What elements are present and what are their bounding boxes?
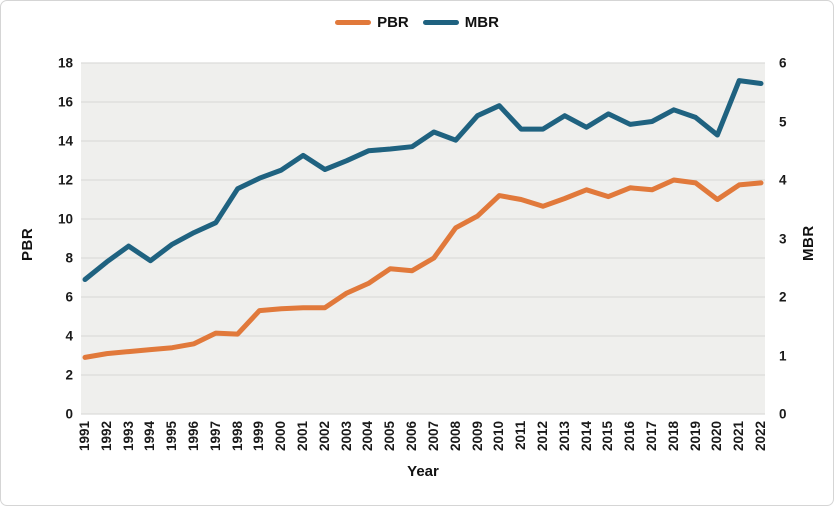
x-axis-tick: 2021 — [731, 421, 747, 452]
left-axis-tick: 12 — [57, 172, 73, 188]
x-axis-tick: 2018 — [665, 421, 681, 452]
pbr-line-swatch-icon — [335, 20, 372, 25]
x-axis-tick: 2003 — [338, 421, 354, 452]
left-axis-tick: 4 — [65, 328, 73, 344]
x-axis-tick: 2015 — [600, 421, 616, 452]
right-axis-tick: 0 — [779, 406, 787, 422]
legend-item-mbr[interactable]: MBR — [422, 14, 499, 31]
x-axis-tick: 1998 — [229, 421, 245, 452]
x-axis-tick: 1994 — [142, 421, 158, 452]
left-axis-tick: 6 — [65, 289, 73, 305]
left-axis-tick: 16 — [57, 94, 73, 110]
x-axis-tick: 2022 — [753, 421, 768, 452]
left-axis-tick: 10 — [57, 211, 73, 227]
x-axis-tick: 2019 — [687, 421, 703, 452]
legend: PBR MBR — [1, 14, 833, 31]
x-axis-tick: 1992 — [98, 421, 114, 452]
x-axis-tick: 2020 — [709, 421, 725, 452]
x-axis-tick: 2008 — [447, 421, 463, 452]
legend-item-pbr[interactable]: PBR — [335, 14, 409, 31]
right-axis-tick: 6 — [779, 55, 787, 71]
x-axis-tick: 2010 — [491, 421, 507, 452]
right-axis-tick: 5 — [779, 114, 787, 129]
x-axis-tick: 1991 — [77, 421, 92, 452]
x-axis-title: Year — [407, 463, 439, 480]
right-axis-title: MBR — [800, 224, 817, 261]
x-axis-tick: 1993 — [120, 421, 136, 452]
left-axis-tick: 8 — [65, 250, 73, 266]
x-axis-tick: 1999 — [251, 421, 267, 452]
x-axis-tick: 2012 — [534, 421, 550, 452]
x-axis-tick: 2011 — [513, 421, 529, 451]
mbr-line-swatch-icon — [422, 20, 459, 25]
right-axis-tick: 1 — [779, 348, 787, 363]
left-axis-tick: 2 — [65, 367, 73, 383]
right-axis-tick: 3 — [779, 231, 787, 246]
series-line-pbr[interactable] — [82, 177, 764, 360]
x-axis-tick: 2000 — [273, 421, 289, 452]
left-axis-title: PBR — [19, 227, 36, 261]
x-axis-tick: 1996 — [186, 421, 202, 452]
right-axis-tick: 4 — [779, 172, 787, 188]
x-axis-tick: 1995 — [164, 421, 180, 452]
x-axis-tick: 2016 — [622, 421, 638, 452]
x-axis-tick: 2004 — [360, 421, 376, 452]
x-axis-tick: 2013 — [556, 421, 572, 452]
x-axis-tick: 2014 — [578, 421, 594, 452]
x-axis-tick: 1997 — [207, 421, 223, 452]
x-axis-tick: 2001 — [295, 421, 311, 452]
left-axis-tick: 14 — [57, 133, 73, 149]
series-line-mbr[interactable] — [82, 78, 764, 282]
x-axis-tick: 2005 — [382, 421, 398, 452]
legend-label-mbr: MBR — [464, 14, 499, 31]
x-axis-tick: 2007 — [425, 421, 441, 452]
left-axis-tick: 0 — [65, 406, 73, 422]
x-axis-tick: 2006 — [404, 421, 420, 452]
right-axis-tick: 2 — [779, 289, 787, 305]
x-axis-tick: 2002 — [316, 421, 332, 452]
left-axis-tick: 18 — [57, 55, 73, 71]
legend-label-pbr: PBR — [377, 14, 409, 31]
x-axis-tick: 2009 — [469, 421, 485, 452]
x-axis-tick: 2017 — [643, 421, 659, 452]
